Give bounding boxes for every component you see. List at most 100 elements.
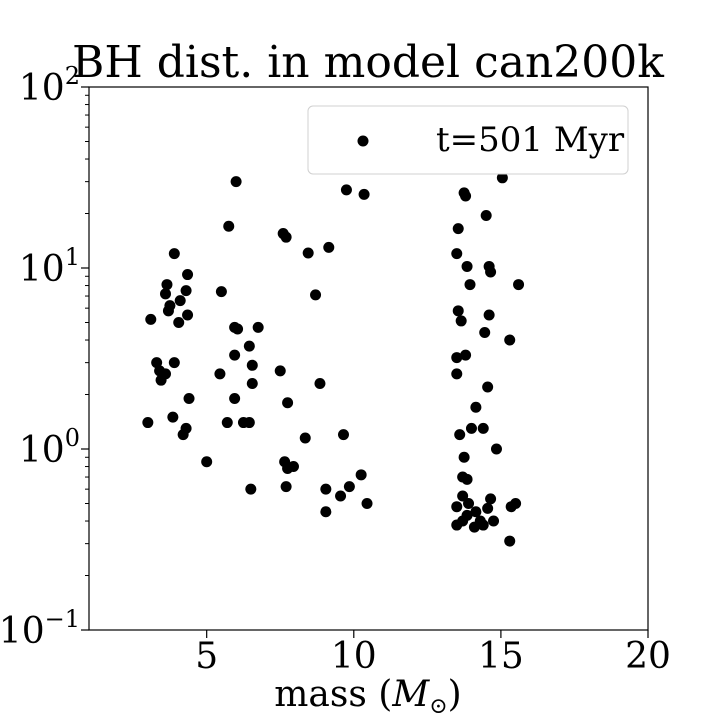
data-point [455,315,467,327]
y-minor-ticks [85,94,89,577]
data-point [461,260,473,272]
data-point [464,279,476,291]
data-point [280,481,292,493]
data-point [215,286,227,298]
data-point [287,461,299,473]
x-tick-label: 5 [195,636,218,677]
data-point [320,483,332,495]
y-tick-label: 101 [19,243,80,290]
data-point [496,172,508,184]
data-point [232,323,244,335]
y-tick-label: 10−1 [0,605,80,652]
data-point [457,490,469,502]
data-point [510,497,522,509]
data-point [482,381,494,393]
data-point [470,506,482,518]
data-point [451,501,463,513]
y-tick-label-exponent: 1 [65,243,80,271]
data-point [513,279,525,291]
y-tick-label-base: 10 [19,249,65,290]
data-point [358,188,370,200]
data-point [451,248,463,260]
data-point [485,493,497,505]
x-axis-label-close: ) [448,674,462,715]
y-tick-label-base: 10 [19,68,65,109]
data-point [246,378,258,390]
data-point [243,340,255,352]
legend-marker [357,135,369,147]
data-point [246,359,258,371]
data-point [252,321,264,333]
data-point [159,368,171,380]
data-point [452,223,464,235]
data-point [173,316,185,328]
data-point [323,241,335,253]
data-point [490,443,502,455]
data-point [451,352,463,364]
y-tick-label-exponent: −1 [45,605,80,633]
data-point [180,422,192,434]
legend-box [307,105,629,175]
data-point [168,357,180,369]
data-point [465,422,477,434]
data-point [182,269,194,281]
x-tick-labels: 5 10 15 20 [195,636,671,677]
legend-label: t=501 Myr [436,120,625,160]
data-point [274,365,286,377]
data-point [245,483,257,495]
data-point [142,417,154,429]
plot-frame [88,86,649,631]
data-point [280,231,292,243]
data-point [183,393,195,405]
y-tick-label-exponent: 2 [65,62,80,90]
data-point [335,490,347,502]
data-point [479,327,491,339]
data-point [452,305,464,317]
data-point [168,248,180,260]
y-tick-label-base: 10 [0,611,45,652]
data-point [167,411,179,423]
x-tick-label: 10 [331,636,377,677]
x-axis-label-text: mass ( [274,674,392,715]
data-point [461,509,473,521]
data-point [461,473,473,485]
chart-title: BH dist. in model can200k [72,37,664,88]
y-tick-label: 102 [19,62,80,109]
data-point [504,334,516,346]
y-tick-label-base: 10 [19,430,65,471]
data-point [310,289,322,301]
data-point [182,309,194,321]
data-point [488,515,500,527]
x-axis-label: mass (M⊙) [274,674,461,719]
data-point [229,393,241,405]
data-point [463,497,475,509]
data-point [320,506,332,518]
data-point [451,368,463,380]
data-point [460,349,472,361]
data-point [361,497,373,509]
y-major-ticks [81,86,89,631]
data-point [230,176,242,188]
data-point [299,432,311,444]
data-point [485,266,497,278]
data-point [454,429,466,441]
data-point [458,451,470,463]
data-point [151,357,163,369]
data-point [161,279,173,291]
data-point [355,469,367,481]
data-point [243,417,255,429]
data-point [460,190,472,202]
y-tick-label-exponent: 0 [65,424,80,452]
x-tick-label: 20 [625,636,671,677]
data-point [214,368,226,380]
data-point [337,429,349,441]
x-tick-label: 15 [478,636,524,677]
data-point [483,309,495,321]
data-point [145,313,157,325]
x-axis-label-subscript: ⊙ [429,694,447,719]
data-point [504,535,516,547]
data-point [229,349,241,361]
data-points [142,172,525,547]
